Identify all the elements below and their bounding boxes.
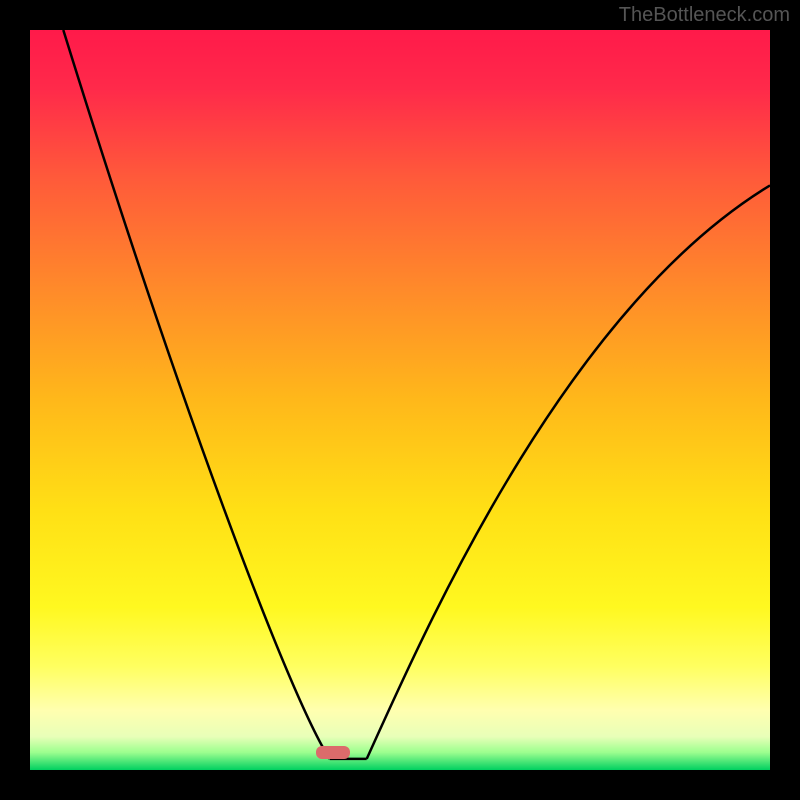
plot-area [30, 30, 770, 770]
left-branch [63, 30, 329, 759]
right-branch [367, 185, 770, 759]
chart-container: TheBottleneck.com [0, 0, 800, 800]
bottleneck-curve [30, 30, 770, 770]
watermark-text: TheBottleneck.com [619, 4, 790, 27]
optimal-marker [316, 746, 350, 759]
